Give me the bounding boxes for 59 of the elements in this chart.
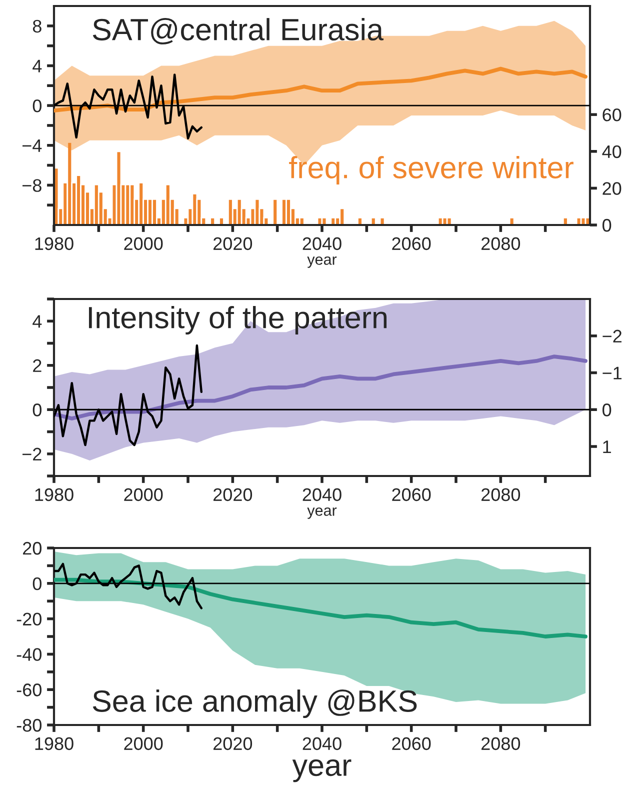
- y2-tick-label: 20: [602, 182, 622, 195]
- x-tick-label: 1980: [35, 737, 74, 750]
- bar: [210, 216, 216, 225]
- y-tick-label: -20: [16, 612, 42, 626]
- y-tick-label: -80: [16, 718, 42, 732]
- y-tick-label: 2: [33, 359, 42, 372]
- y2-tick-label: 60: [602, 108, 622, 122]
- bar: [218, 216, 224, 225]
- y2-tick-label: 40: [602, 145, 622, 158]
- y2-tick-label: 0: [602, 404, 612, 416]
- y2-tick-label: 1: [603, 440, 611, 454]
- x-tick-label: 2020: [213, 737, 252, 750]
- bar: [357, 216, 363, 225]
- line-series: [54, 66, 588, 112]
- x-tick-label: 2000: [124, 737, 163, 750]
- x-axis-title: year: [292, 759, 352, 782]
- x-tick-label: 2000: [124, 237, 163, 250]
- bar: [298, 216, 305, 225]
- y-tick-label: -40: [16, 648, 42, 661]
- x-tick-label: 2080: [481, 737, 520, 750]
- y-tick-label: 0: [32, 577, 42, 590]
- x-axis-title: year: [307, 507, 337, 519]
- x-tick-label: 2060: [392, 488, 431, 502]
- y-tick-label: 0: [32, 404, 42, 416]
- series-label: freq. of severe winter: [289, 156, 574, 184]
- chart-title: Intensity of the pattern: [88, 306, 387, 334]
- y-tick-label: 0: [32, 99, 42, 112]
- y2-tick-label: 0: [602, 218, 612, 232]
- x-tick-label: 2080: [481, 488, 520, 502]
- y-tick-label: -60: [16, 684, 42, 696]
- bar: [272, 198, 278, 225]
- x-tick-label: 2020: [213, 237, 252, 250]
- bar: [562, 216, 568, 225]
- y-tick-label: −4: [22, 139, 42, 152]
- y-tick-label: 20: [23, 542, 42, 555]
- y-tick-label: −2: [22, 448, 42, 460]
- chart-title: SAT@central Eurasia: [92, 18, 384, 44]
- x-tick-label: 1980: [35, 488, 74, 502]
- x-tick-label: 2040: [302, 488, 342, 502]
- y-tick-label: 4: [32, 60, 42, 72]
- y2-tick-label: −1: [602, 366, 622, 380]
- x-axis-title: year: [307, 256, 337, 268]
- bar: [508, 216, 515, 225]
- x-tick-label: 2000: [124, 488, 163, 502]
- y2-tick-label: −2: [602, 330, 622, 342]
- y-tick-label: 8: [32, 20, 42, 33]
- y-tick-label: 4: [32, 315, 42, 328]
- line-series: [54, 578, 588, 638]
- y-tick-label: −8: [22, 179, 42, 192]
- bar: [370, 216, 376, 225]
- x-tick-label: 2060: [392, 237, 431, 250]
- text: Sea ice anomaly @BKS: [92, 690, 417, 718]
- x-tick-label: 2020: [213, 488, 252, 502]
- x-tick-label: 2080: [481, 237, 520, 250]
- x-tick-label: 1980: [35, 237, 74, 250]
- x-tick-label: 2060: [392, 737, 431, 750]
- line-series: [54, 354, 588, 420]
- x-tick-label: 2040: [302, 237, 342, 250]
- x-tick-label: 2040: [302, 737, 342, 750]
